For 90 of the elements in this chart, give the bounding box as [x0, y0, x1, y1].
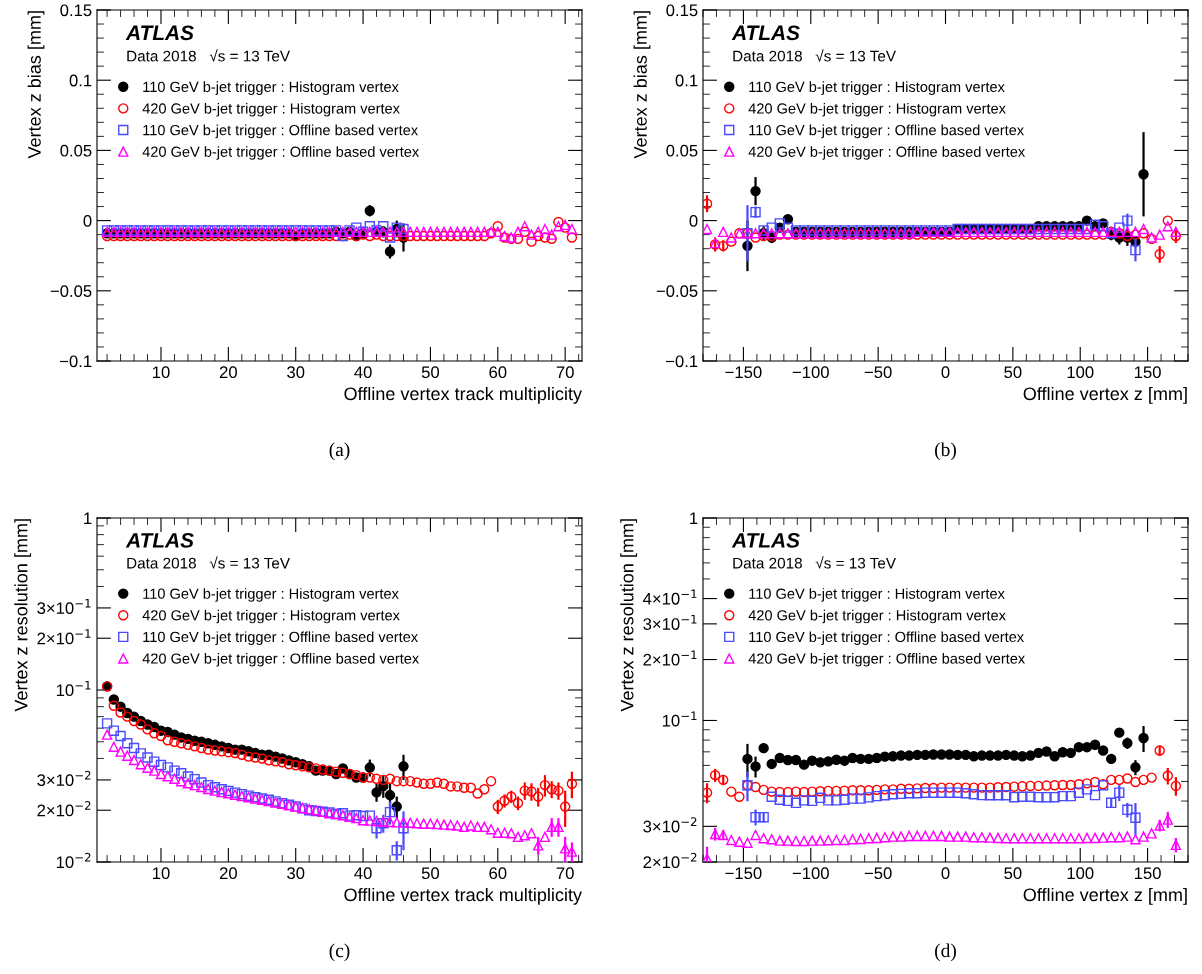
x-tick-label: 20 — [219, 867, 237, 880]
x-tick-label: −100 — [792, 366, 829, 379]
legend-label: 110 GeV b-jet trigger : Histogram vertex — [143, 588, 399, 602]
x-tick-label: −50 — [864, 366, 892, 379]
legend-label: 110 GeV b-jet trigger : Offline based vertex — [143, 631, 418, 645]
y-tick-label: 0.15 — [60, 4, 92, 17]
x-tick-label: 10 — [153, 366, 170, 379]
y-tick-label: 1 — [690, 512, 698, 525]
annotation: ATLAS — [125, 532, 194, 548]
text: (b) — [935, 442, 956, 461]
y-tick-label: 2×10$^{−1}$ — [37, 629, 91, 645]
x-tick-label: 50 — [421, 366, 440, 379]
x-tick-label: 30 — [287, 366, 305, 379]
x-tick-label: 50 — [421, 867, 440, 880]
y-tick-label: 3×10$^{−1}$ — [37, 598, 91, 615]
y-tick-label: 2×10$^{−1}$ — [643, 650, 697, 666]
x-tick-label: 50 — [1004, 366, 1022, 379]
x-tick-label: 10 — [153, 867, 170, 880]
x-tick-label: −150 — [725, 867, 762, 880]
annotation: Data 2018 √s = 13 TeV — [127, 556, 290, 569]
annotation: ATLAS — [731, 25, 800, 41]
legend-label: 110 GeV b-jet trigger : Offline based vertex — [749, 124, 1024, 139]
y-tick-label: 0.1 — [69, 74, 92, 87]
y-axis-title: Vertex z resolution [mm] — [14, 519, 32, 712]
y-tick-label: −0.1 — [666, 355, 698, 368]
x-tick-label: 150 — [1134, 366, 1161, 379]
x-axis-title: Offline vertex track multiplicity — [344, 887, 582, 905]
text: (a) — [329, 442, 350, 461]
x-tick-label: −50 — [864, 867, 892, 880]
y-tick-label: 10$^{−1}$ — [662, 711, 697, 727]
x-axis-title: Offline vertex track multiplicity — [344, 386, 582, 404]
legend-label: 420 GeV b-jet trigger : Histogram vertex — [748, 609, 1006, 624]
annotation: ATLAS — [731, 532, 800, 548]
y-tick-label: 0.15 — [666, 4, 698, 17]
y-tick-label: 0 — [83, 215, 92, 227]
y-tick-label: 0.05 — [666, 144, 698, 157]
x-tick-label: 150 — [1134, 867, 1161, 880]
y-tick-label: 2×10$^{−2}$ — [37, 801, 91, 817]
annotation: Data 2018 √s = 13 TeV — [733, 49, 896, 62]
x-tick-label: 50 — [1004, 867, 1022, 880]
legend-label: 420 GeV b-jet trigger : Offline based vertex — [142, 146, 420, 160]
x-tick-label: 40 — [354, 867, 372, 880]
x-axis-title: Offline vertex z [mm] — [1023, 386, 1187, 404]
text: (c) — [329, 943, 350, 962]
legend-label: 420 GeV b-jet trigger : Histogram vertex — [142, 609, 400, 624]
legend-label: 420 GeV b-jet trigger : Offline based vertex — [142, 652, 420, 667]
y-tick-label: −0.05 — [50, 285, 92, 297]
legend-label: 420 GeV b-jet trigger : Offline based vertex — [748, 652, 1026, 667]
x-axis-title: Offline vertex z [mm] — [1023, 887, 1187, 905]
legend-label: 420 GeV b-jet trigger : Histogram vertex — [748, 102, 1006, 117]
x-tick-label: 70 — [556, 366, 574, 379]
y-tick-label: −0.05 — [656, 285, 698, 297]
text: (d) — [935, 943, 956, 962]
y-axis-title: Vertex z bias [mm] — [633, 11, 651, 159]
y-tick-label: 3×10$^{−2}$ — [643, 817, 697, 833]
annotation: Data 2018 √s = 13 TeV — [733, 556, 896, 569]
x-tick-label: 30 — [287, 867, 305, 880]
x-tick-label: −100 — [792, 867, 829, 880]
y-tick-label: −0.1 — [60, 355, 92, 368]
legend-label: 420 GeV b-jet trigger : Histogram vertex — [142, 102, 400, 117]
y-tick-label: 0.1 — [675, 74, 698, 87]
x-tick-label: 100 — [1067, 366, 1094, 379]
y-axis-title: Vertex z bias [mm] — [27, 11, 45, 159]
legend-label: 110 GeV b-jet trigger : Histogram vertex — [143, 81, 399, 95]
legend-label: 110 GeV b-jet trigger : Histogram vertex — [749, 588, 1005, 602]
legend-label: 110 GeV b-jet trigger : Offline based vertex — [749, 631, 1024, 645]
legend-label: 110 GeV b-jet trigger : Histogram vertex — [749, 81, 1005, 95]
annotation: Data 2018 √s = 13 TeV — [127, 49, 290, 62]
annotation: ATLAS — [125, 25, 194, 41]
x-tick-label: 20 — [219, 366, 237, 379]
x-tick-label: 40 — [354, 366, 372, 379]
y-tick-label: 0.05 — [60, 144, 92, 157]
y-tick-label: 4×10$^{−1}$ — [643, 589, 697, 605]
x-tick-label: 60 — [489, 867, 507, 880]
x-tick-label: 70 — [556, 867, 574, 880]
y-tick-label: 1 — [84, 512, 92, 525]
x-tick-label: 0 — [941, 867, 950, 880]
x-tick-label: 100 — [1067, 867, 1094, 880]
y-tick-label: 0 — [689, 215, 698, 227]
legend-label: 110 GeV b-jet trigger : Offline based vertex — [143, 124, 418, 139]
y-tick-label: 3×10$^{−2}$ — [37, 770, 91, 787]
x-tick-label: 60 — [489, 366, 507, 379]
x-tick-label: −150 — [725, 366, 762, 379]
y-axis-title: Vertex z resolution [mm] — [620, 519, 638, 712]
y-tick-label: 10$^{−2}$ — [56, 852, 91, 869]
y-tick-label: 10$^{−1}$ — [56, 681, 91, 697]
y-tick-label: 3×10$^{−1}$ — [643, 614, 697, 630]
legend-label: 420 GeV b-jet trigger : Offline based vertex — [748, 146, 1026, 160]
y-tick-label: 2×10$^{−2}$ — [643, 852, 697, 869]
x-tick-label: 0 — [941, 366, 950, 379]
